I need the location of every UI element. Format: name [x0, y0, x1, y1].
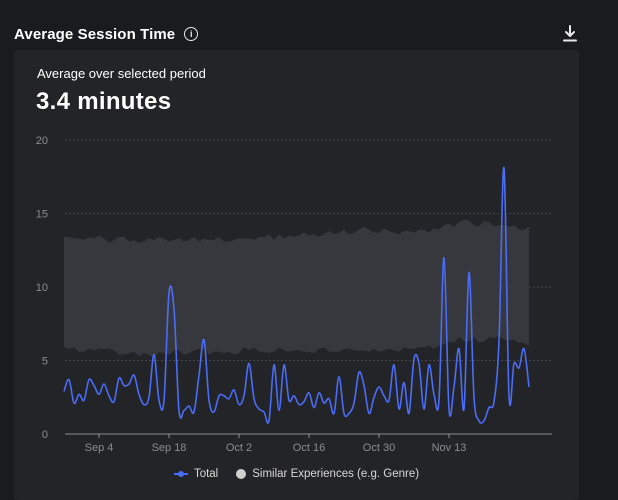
circle-marker-icon	[236, 469, 247, 479]
session-time-chart[interactable]: 0 5 10 15 20 Sep 4 Sep 18 Oct 2 Oct 16 Oct 30 Nov …	[14, 50, 579, 500]
similar-experiences-area	[64, 219, 529, 358]
legend-label-similar: Similar Experiences (e.g. Genre)	[252, 468, 420, 480]
y-tick-label: 15	[36, 209, 48, 221]
page-title: Average Session Time	[14, 25, 176, 43]
chart-header: Average Session Time i	[14, 22, 604, 46]
summary-value: 3.4 minutes	[36, 88, 172, 115]
legend: Total Similar Experiences (e.g. Genre)	[14, 466, 579, 482]
y-tick-label: 0	[42, 429, 48, 441]
legend-item-total[interactable]: Total	[173, 468, 219, 480]
similar-experiences-band	[64, 219, 529, 358]
total-series[interactable]	[63, 167, 530, 424]
line-marker-icon	[173, 469, 188, 479]
x-tick-label: Oct 30	[363, 442, 395, 454]
legend-item-similar[interactable]: Similar Experiences (e.g. Genre)	[236, 468, 419, 480]
x-tick-label: Sep 4	[85, 442, 114, 454]
total-line[interactable]	[63, 167, 530, 424]
y-tick-label: 20	[36, 135, 48, 147]
summary-label: Average over selected period	[37, 66, 206, 81]
x-tick-label: Oct 16	[293, 442, 325, 454]
x-tick-label: Oct 2	[226, 442, 252, 454]
x-tick-label: Sep 18	[152, 442, 187, 454]
axes: 0 5 10 15 20 Sep 4 Sep 18 Oct 2 Oct 16 Oct 30 Nov …	[36, 135, 552, 454]
y-tick-label: 5	[42, 356, 48, 368]
x-tick-label: Nov 13	[432, 442, 467, 454]
y-tick-label: 10	[36, 282, 48, 294]
legend-label-total: Total	[193, 468, 219, 480]
download-icon[interactable]	[562, 25, 578, 43]
chart-card: Average over selected period 3.4 minutes…	[14, 50, 579, 500]
info-icon[interactable]: i	[184, 27, 199, 41]
